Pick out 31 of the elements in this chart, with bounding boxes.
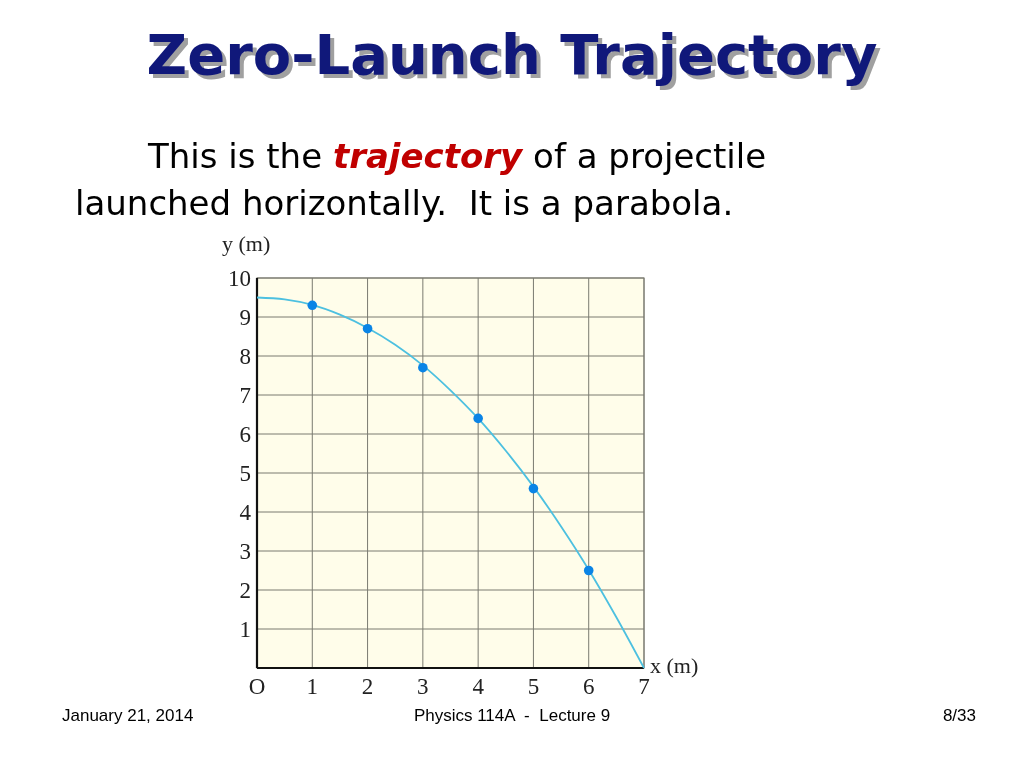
y-tick-label: 7 <box>239 383 251 409</box>
y-tick-label: 1 <box>239 617 251 643</box>
y-tick-label: 9 <box>239 305 251 331</box>
chart-title: Zero-Launch Trajectory <box>145 22 879 87</box>
point <box>418 362 428 373</box>
text: January 21, 2014 <box>62 706 194 726</box>
y-tick-label: 10 <box>228 266 251 292</box>
text: This is the trajectory of a projectile launched horizontally. It is a parabola. <box>75 136 767 223</box>
x-tick-label: 5 <box>527 674 540 699</box>
point <box>528 483 539 494</box>
point <box>473 413 483 424</box>
x-tick-label: 1 <box>306 674 319 699</box>
y-tick-label: 3 <box>239 539 251 565</box>
y-tick-label: 8 <box>239 344 251 370</box>
text: 8/33 <box>942 706 976 726</box>
x-tick-label: 4 <box>472 674 485 699</box>
point <box>362 323 373 334</box>
x-axis-title: x (m) <box>650 653 699 678</box>
text: Physics 114A - Lecture 9 <box>412 706 612 726</box>
point <box>307 300 318 311</box>
y-axis-title: y (m) <box>222 231 271 256</box>
point <box>583 565 594 576</box>
y-tick-label: 4 <box>239 500 252 526</box>
y-tick-label: 2 <box>239 578 251 604</box>
x-tick-label: 6 <box>582 674 595 699</box>
x-tick-label: O <box>248 674 266 699</box>
x-tick-label: 2 <box>361 674 374 699</box>
y-tick-label: 5 <box>239 461 251 487</box>
x-tick-label: 3 <box>417 674 429 699</box>
x-tick-label: 7 <box>638 674 650 699</box>
y-tick-label: 6 <box>239 422 251 448</box>
